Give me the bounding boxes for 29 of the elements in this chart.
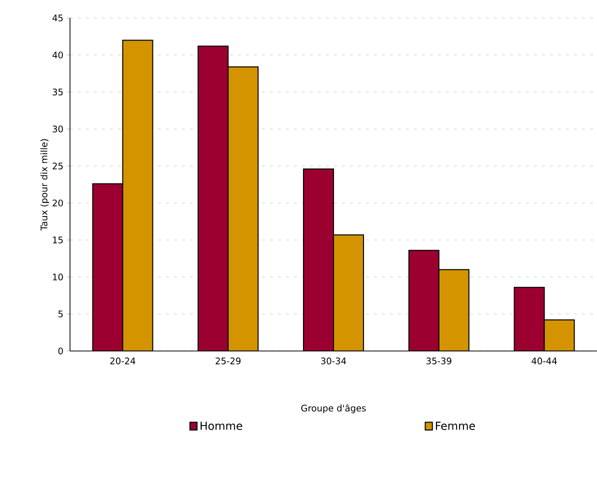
y-tick-label: 5 bbox=[58, 310, 63, 318]
x-tick-label: 40-44 bbox=[532, 358, 557, 364]
y-tick-label: 30 bbox=[52, 126, 63, 132]
bar bbox=[92, 183, 124, 351]
bar bbox=[122, 40, 154, 351]
x-tick-label: 20-24 bbox=[110, 358, 136, 364]
y-tick-label: 20 bbox=[52, 200, 63, 206]
legend-label: Femme bbox=[436, 422, 475, 430]
bar bbox=[514, 286, 545, 351]
bar bbox=[302, 168, 334, 351]
bar bbox=[198, 46, 229, 351]
y-tick-label: 0 bbox=[58, 348, 63, 354]
y-tick-label: 40 bbox=[52, 52, 63, 58]
x-tick-label: 30-34 bbox=[321, 358, 346, 364]
y-axis-title: Taux (pour dix mille) bbox=[40, 139, 50, 231]
y-tick-label: 10 bbox=[53, 274, 63, 280]
y-tick-label: 15 bbox=[53, 236, 63, 244]
x-axis-title: Groupe d'âges bbox=[301, 404, 366, 414]
bar bbox=[333, 234, 364, 351]
y-tick-label: 25 bbox=[52, 162, 63, 170]
bar bbox=[544, 319, 575, 351]
y-tick-label: 35 bbox=[52, 88, 63, 96]
x-tick-label: 35-39 bbox=[426, 358, 452, 364]
bar bbox=[228, 66, 259, 351]
legend-label: Homme bbox=[200, 422, 242, 430]
bar bbox=[408, 250, 440, 351]
y-tick-label: 45 bbox=[52, 14, 63, 22]
x-tick-label: 25-29 bbox=[216, 358, 241, 364]
bar bbox=[438, 269, 470, 351]
